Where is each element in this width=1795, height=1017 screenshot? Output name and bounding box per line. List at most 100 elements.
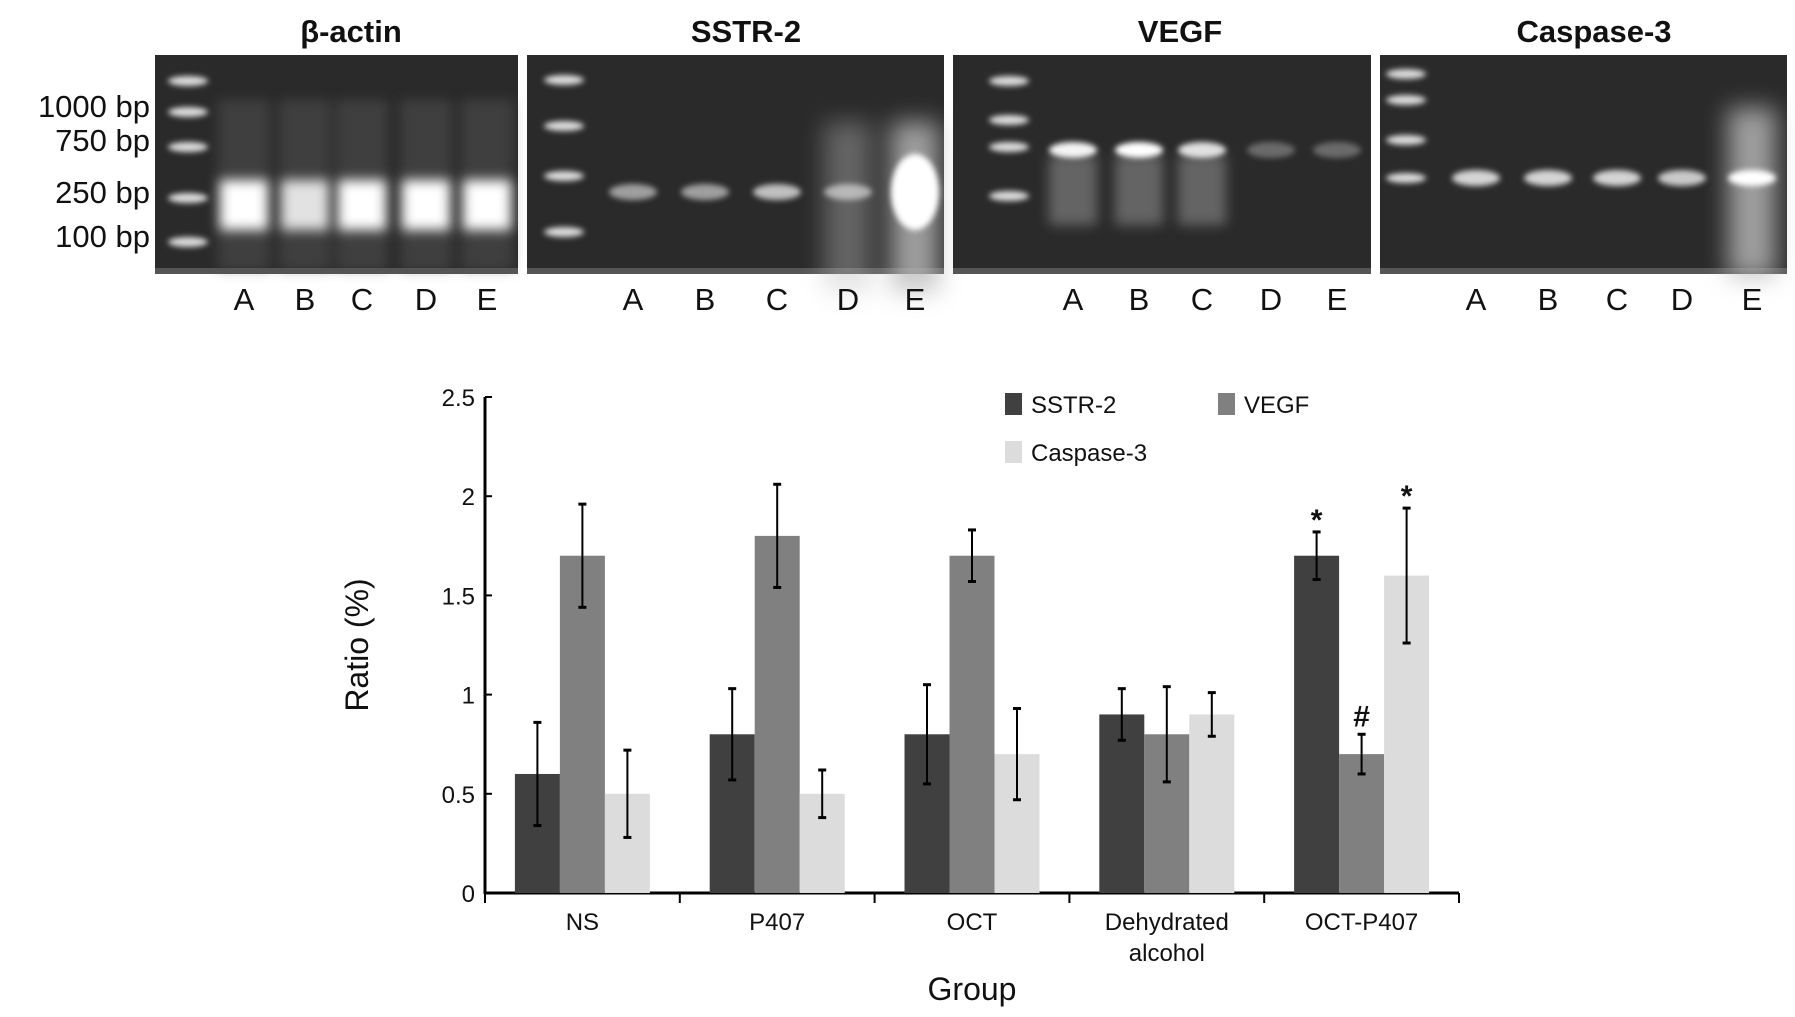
ladder-band: [168, 237, 208, 247]
ladder-band: [1386, 135, 1426, 145]
lane-label: D: [1671, 282, 1693, 317]
ladder-band: [168, 76, 208, 86]
lane-label: D: [415, 282, 437, 317]
lane-label: A: [623, 282, 644, 317]
error-bar: [1013, 706, 1021, 802]
gel-title: Caspase-3: [1516, 14, 1671, 49]
lane-label: B: [1129, 282, 1150, 317]
gel-panel: A B C D E Caspase-3: [1380, 14, 1787, 317]
gel-band: [220, 180, 268, 230]
y-tick-label: 1: [462, 683, 475, 710]
gel-band: [1524, 170, 1572, 186]
error-bar: [728, 687, 737, 782]
gel-band: [1313, 142, 1361, 158]
lane-label: E: [477, 282, 498, 317]
ladder-band: [168, 193, 208, 203]
gel-band: [753, 184, 801, 200]
lane-label: A: [1466, 282, 1487, 317]
legend-label: VEGF: [1244, 392, 1309, 419]
error-bar: [1402, 506, 1411, 645]
gel-panel: A B C D E SSTR-2: [527, 14, 944, 317]
gel-band: [1247, 142, 1295, 158]
ladder-band: [544, 171, 584, 181]
legend-item: SSTR-2: [1005, 392, 1116, 419]
ladder-band: [989, 191, 1029, 201]
legend-swatch: [1005, 441, 1022, 463]
error-bar: [818, 768, 827, 820]
gel-panel: A B C D Eβ-actin: [155, 14, 518, 317]
bar-vegf: [754, 535, 800, 893]
gel-band: [402, 180, 450, 230]
legend-label: SSTR-2: [1031, 392, 1116, 419]
y-axis-label: Ratio (%): [339, 578, 375, 711]
error-bar: [1117, 687, 1126, 742]
legend-swatch: [1005, 393, 1022, 415]
legend-item: Caspase-3: [1005, 440, 1147, 467]
significance-marker: #: [1353, 700, 1370, 733]
ladder-band: [544, 121, 584, 131]
marker-label: 1000 bp: [38, 89, 150, 124]
gel-band: [681, 184, 729, 200]
error-bar: [533, 720, 542, 828]
y-tick-label: 2: [462, 484, 475, 511]
ladder-band: [989, 142, 1029, 152]
bar-vegf: [949, 555, 995, 893]
gel-band: [1452, 170, 1500, 186]
significance-marker: *: [1401, 480, 1413, 513]
ladder-band: [1386, 95, 1426, 105]
gel-band: [1658, 170, 1706, 186]
lane-label: C: [351, 282, 373, 317]
gel-background: [1380, 55, 1787, 274]
lane-label: E: [1327, 282, 1348, 317]
lane-label: D: [837, 282, 859, 317]
bar-vegf: [559, 555, 605, 893]
ladder-band: [989, 115, 1029, 125]
ladder-band: [168, 142, 208, 152]
gel-background: [527, 55, 944, 274]
error-bar: [1207, 691, 1216, 738]
bar-caspase-3: [1189, 714, 1235, 893]
lane-label: B: [295, 282, 316, 317]
lane-label: E: [1742, 282, 1763, 317]
x-tick-label: alcohol: [1129, 940, 1205, 967]
error-bar: [773, 482, 782, 589]
legend-item: VEGF: [1218, 392, 1309, 419]
gel-band: [824, 184, 872, 200]
gel-band: [1593, 170, 1641, 186]
gel-band: [609, 184, 657, 200]
x-tick-label: Dehydrated: [1105, 909, 1229, 936]
gel-title: VEGF: [1138, 14, 1222, 49]
x-tick-label: P407: [749, 909, 805, 936]
ladder-band: [1386, 69, 1426, 79]
error-bar: [1162, 685, 1171, 784]
lane-label: A: [234, 282, 255, 317]
x-tick-label: OCT: [947, 909, 998, 936]
bar-vegf: [1339, 754, 1385, 893]
y-tick-label: 2.5: [442, 385, 475, 412]
error-bar: [923, 683, 931, 786]
bar-sstr-2: [1294, 555, 1340, 893]
gel-band: [281, 180, 329, 230]
gel-band: [891, 154, 939, 230]
bar-chart: 0 0.5 1 1.5 2 2.5 NS P407 OCT Dehydrated alcohol OC…: [339, 385, 1460, 1007]
legend-swatch: [1218, 393, 1235, 415]
x-tick-label: NS: [566, 909, 599, 936]
error-bar: [623, 748, 632, 839]
marker-label: 750 bp: [55, 123, 150, 158]
error-bar: [968, 528, 976, 584]
gel-title: SSTR-2: [691, 14, 801, 49]
lane-label: B: [1538, 282, 1559, 317]
lane-label: D: [1260, 282, 1282, 317]
lane-label: C: [1191, 282, 1213, 317]
gel-panel: A B C D E VEGF: [953, 14, 1371, 317]
y-tick-label: 0.5: [442, 782, 475, 809]
error-bar: [578, 502, 587, 609]
gel-title: β-actin: [300, 14, 402, 49]
gel-band: [1115, 142, 1163, 158]
x-axis-label: Group: [928, 971, 1017, 1007]
gel-band: [463, 180, 511, 230]
ladder-band: [544, 75, 584, 85]
significance-marker: *: [1311, 504, 1323, 537]
legend-label: Caspase-3: [1031, 440, 1147, 467]
